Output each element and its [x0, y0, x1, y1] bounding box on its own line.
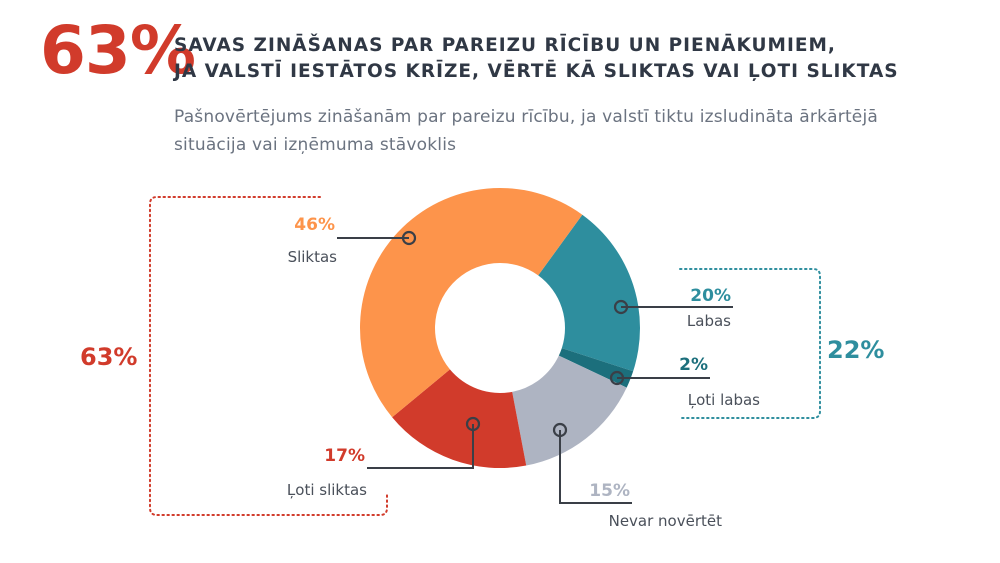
slice-name-label-sliktas: Sliktas: [288, 248, 338, 266]
headline-percent: 63%: [40, 12, 196, 89]
slice-value-label-loti-sliktas: 17%: [324, 446, 365, 466]
slice-name-label-loti-sliktas: Ļoti sliktas: [287, 481, 367, 499]
slice-value-label-sliktas: 46%: [294, 215, 335, 235]
group-value-right: 22%: [827, 336, 884, 364]
leader-line-nevar: [559, 430, 632, 504]
slice-name-label-labas: Labas: [687, 312, 731, 330]
donut-slice-1: [558, 348, 634, 388]
slice-value-label-labas: 20%: [690, 286, 731, 306]
group-bracket-left: [149, 196, 388, 516]
slice-value-label-loti-labas: 2%: [679, 355, 708, 375]
headline-line-1: SAVAS ZINĀŠANAS PAR PAREIZU RĪCĪBU UN PI…: [174, 35, 836, 56]
subtitle-line-1: Pašnovērtējums zināšanām par pareizu rīc…: [174, 107, 879, 127]
headline-line-2: JA VALSTĪ IESTĀTOS KRĪZE, VĒRTĒ KĀ SLIKT…: [174, 61, 899, 82]
donut-slice-4: [360, 188, 583, 418]
subtitle: Pašnovērtējums zināšanām par pareizu rīc…: [174, 103, 934, 159]
leader-marker-loti-labas: [609, 370, 625, 386]
donut-slice-0: [538, 214, 640, 372]
headline: SAVAS ZINĀŠANAS PAR PAREIZU RĪCĪBU UN PI…: [174, 33, 934, 85]
slice-value-label-nevar: 15%: [589, 481, 630, 501]
leader-line-loti-sliktas: [367, 424, 474, 469]
leader-marker-sliktas: [401, 230, 417, 246]
group-value-left: 63%: [80, 343, 137, 371]
subtitle-line-2: situācija vai izņēmuma stāvoklis: [174, 135, 457, 155]
leader-marker-nevar: [552, 422, 568, 438]
donut-slice-2: [512, 355, 627, 466]
leader-marker-loti-sliktas: [465, 416, 481, 432]
slice-name-label-loti-labas: Ļoti labas: [688, 391, 760, 409]
slice-name-label-nevar: Nevar novērtēt: [609, 512, 723, 530]
donut-slice-3: [392, 369, 527, 468]
group-bracket-right: [679, 268, 821, 419]
leader-marker-labas: [613, 299, 629, 315]
